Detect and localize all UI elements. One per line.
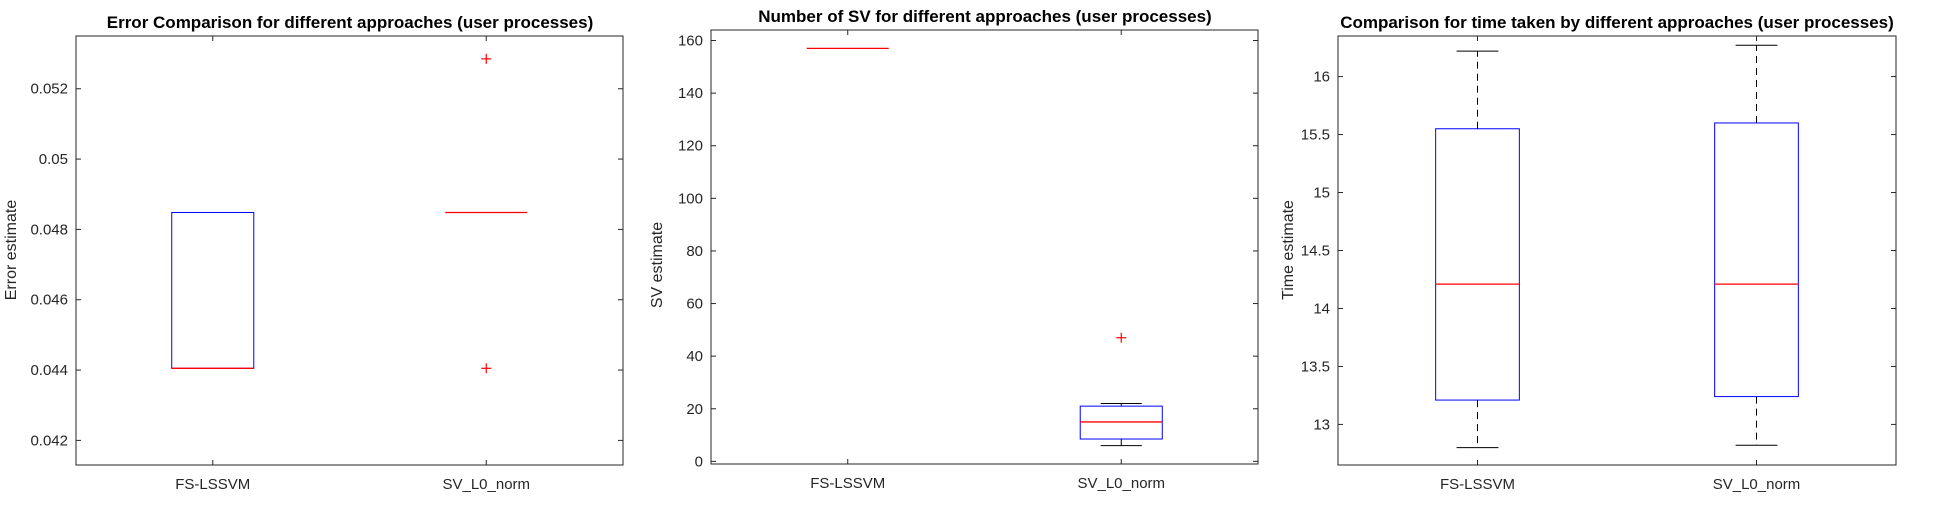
box-SV_L0_norm: [1714, 44, 1799, 446]
y-tick-label: 0.046: [30, 292, 68, 309]
x-axis-ticks: FS-LSSVM SV_L0_norm: [810, 30, 1165, 492]
y-tick-label: 15: [1313, 185, 1330, 202]
y-tick-label: 13.5: [1301, 358, 1330, 375]
box-SV_L0_norm: [1079, 332, 1163, 447]
chart-marks: [1435, 44, 1799, 449]
y-tick-label: 13: [1313, 416, 1330, 433]
time-comparison-chart: Comparison for time taken by different a…: [1280, 13, 1897, 493]
box-SV_L0_norm: [445, 53, 528, 374]
y-tick-label: 0: [695, 453, 703, 470]
box-FS-LSSVM: [1435, 50, 1520, 449]
y-tick-label: 160: [678, 33, 703, 50]
y-tick-label: 0.052: [30, 81, 68, 98]
y-tick-label: 20: [686, 401, 703, 418]
x-tick-label: SV_L0_norm: [1713, 476, 1801, 493]
y-tick-label: 60: [686, 296, 703, 313]
plot-area-frame: [1337, 35, 1897, 466]
x-axis-ticks: FS-LSSVM SV_L0_norm: [1440, 36, 1800, 493]
y-tick-label: 0.044: [30, 362, 68, 379]
iqr-box: [1079, 405, 1163, 440]
y-axis-ticks: 13 13.5 14 14.5 15 15.5 16: [1301, 69, 1896, 433]
chart-marks: [171, 53, 528, 374]
y-tick-label: 0.05: [39, 151, 68, 168]
plot-area-frame: [75, 35, 624, 466]
chart-title: Comparison for time taken by different a…: [1340, 13, 1894, 32]
x-tick-label: FS-LSSVM: [1440, 476, 1515, 493]
y-tick-label: 15.5: [1301, 127, 1330, 144]
iqr-box: [1435, 128, 1520, 401]
y-axis-label: Error estimate: [3, 200, 20, 301]
y-tick-label: 16: [1313, 69, 1330, 86]
y-tick-label: 100: [678, 190, 703, 207]
box-FS-LSSVM: [171, 212, 255, 369]
chart-title: Error Comparison for different approache…: [107, 13, 594, 32]
x-tick-label: FS-LSSVM: [810, 475, 885, 492]
y-axis-ticks: 0.042 0.044 0.046 0.048 0.05 0.052: [30, 81, 623, 449]
plot-area-frame: [710, 29, 1259, 465]
iqr-box: [171, 212, 255, 369]
outlier-marker: [481, 363, 492, 374]
outlier-marker: [1116, 332, 1127, 343]
y-tick-label: 140: [678, 85, 703, 102]
y-axis-ticks: 0 20 40 60 80 100 120 140 160: [678, 33, 1258, 470]
y-axis-label: SV estimate: [649, 222, 666, 308]
x-tick-label: SV_L0_norm: [442, 476, 530, 493]
y-tick-label: 0.042: [30, 432, 68, 449]
sv-count-chart: Number of SV for different approaches (u…: [649, 7, 1259, 492]
y-tick-label: 14.5: [1301, 243, 1330, 260]
x-tick-label: FS-LSSVM: [175, 476, 250, 493]
chart-marks: [806, 47, 1163, 447]
y-tick-label: 120: [678, 138, 703, 155]
iqr-box: [1714, 122, 1799, 398]
y-tick-label: 80: [686, 243, 703, 260]
chart-title: Number of SV for different approaches (u…: [758, 7, 1211, 26]
outlier-marker: [481, 53, 492, 64]
y-tick-label: 0.048: [30, 221, 68, 238]
y-axis-label: Time estimate: [1280, 200, 1297, 300]
error-comparison-chart: Error Comparison for different approache…: [3, 13, 624, 493]
x-axis-ticks: FS-LSSVM SV_L0_norm: [175, 36, 530, 493]
x-tick-label: SV_L0_norm: [1077, 475, 1165, 492]
y-tick-label: 14: [1313, 300, 1330, 317]
y-tick-label: 40: [686, 348, 703, 365]
